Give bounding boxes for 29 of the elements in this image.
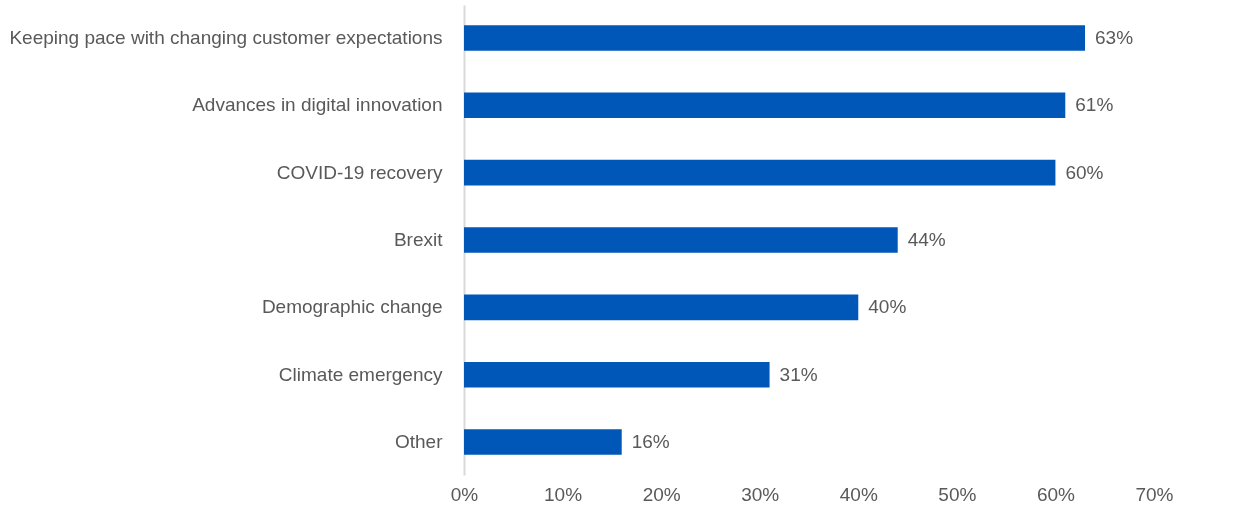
y-tick-label: Keeping pace with changing customer expectations xyxy=(9,26,443,48)
x-tick-label: 30% xyxy=(741,483,780,505)
data-label: 16% xyxy=(631,431,670,453)
y-tick-label: Demographic change xyxy=(261,296,443,318)
data-label: 61% xyxy=(1075,94,1114,116)
y-tick-label: Brexit xyxy=(393,229,444,250)
y-tick-label: Climate emergency xyxy=(278,363,443,385)
x-tick-label: 50% xyxy=(938,483,977,505)
data-label: 31% xyxy=(779,363,818,385)
data-label: 40% xyxy=(868,296,907,318)
data-label: 44% xyxy=(907,229,946,250)
y-tick-label: Other xyxy=(394,431,444,453)
bar xyxy=(464,159,1056,186)
bar xyxy=(464,25,1085,51)
bar xyxy=(464,429,622,455)
x-tick-label: 10% xyxy=(544,483,583,505)
x-tick-label: 70% xyxy=(1135,483,1174,505)
x-tick-label: 20% xyxy=(642,483,681,505)
data-label: 60% xyxy=(1065,161,1104,183)
bar xyxy=(464,294,859,321)
y-tick-label: Advances in digital innovation xyxy=(192,94,443,116)
bar xyxy=(464,92,1066,119)
x-tick-label: 40% xyxy=(839,483,878,505)
y-tick-label: COVID-19 recovery xyxy=(276,161,443,183)
data-label: 63% xyxy=(1095,26,1134,48)
bar xyxy=(464,227,898,253)
x-tick-label: 60% xyxy=(1036,483,1076,505)
x-tick-label: 0% xyxy=(450,483,479,505)
bar xyxy=(464,361,770,388)
